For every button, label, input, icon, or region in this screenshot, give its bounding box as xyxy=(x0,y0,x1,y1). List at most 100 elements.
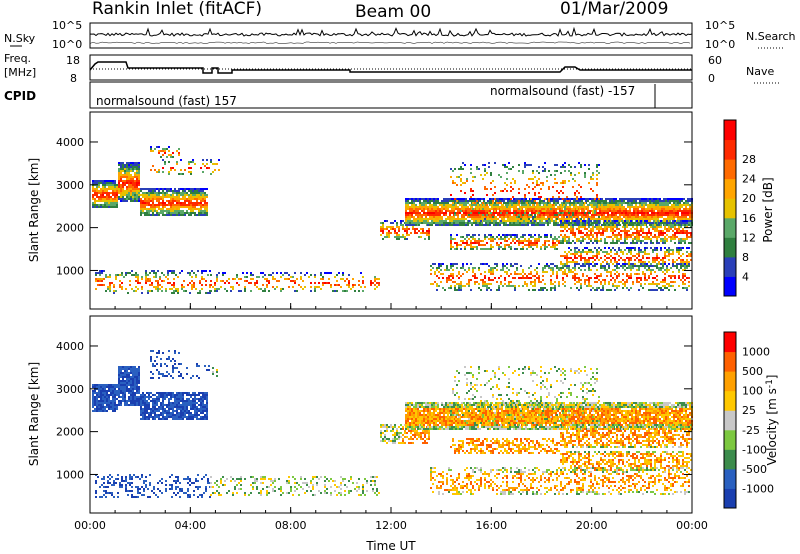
power-cell xyxy=(564,285,566,287)
power-cell xyxy=(587,216,589,218)
power-cell xyxy=(173,284,175,286)
power-cell xyxy=(446,277,448,279)
power-cell xyxy=(686,234,688,236)
power-cell xyxy=(654,234,656,236)
power-cell xyxy=(488,283,490,285)
power-cell xyxy=(584,220,586,222)
power-cell xyxy=(437,198,439,200)
power-cell xyxy=(583,216,585,218)
power-cell xyxy=(598,247,600,249)
power-cell xyxy=(686,251,688,253)
power-cell xyxy=(218,169,220,171)
power-cell xyxy=(616,222,618,224)
power-cell xyxy=(544,244,546,246)
power-cell xyxy=(188,161,190,163)
power-cell xyxy=(415,214,417,216)
power-cell xyxy=(457,222,459,224)
power-cell xyxy=(454,287,456,289)
power-cell xyxy=(116,190,118,192)
power-cell xyxy=(670,228,672,230)
power-cell xyxy=(641,216,643,218)
power-cell xyxy=(484,275,486,277)
power-cell xyxy=(610,271,612,273)
power-cell xyxy=(505,214,507,216)
power-cell xyxy=(663,198,665,200)
power-cell xyxy=(522,246,524,248)
power-cell xyxy=(119,286,121,288)
power-cell xyxy=(468,285,470,287)
power-cell xyxy=(405,214,407,216)
power-cell xyxy=(178,188,180,190)
power-cell xyxy=(610,228,612,230)
power-cell xyxy=(581,214,583,216)
power-cell xyxy=(604,242,606,244)
power-cell xyxy=(684,230,686,232)
power-cell xyxy=(620,281,622,283)
power-cell xyxy=(552,240,554,242)
power-cell xyxy=(463,204,465,206)
power-cell xyxy=(98,198,100,200)
power-cell xyxy=(608,265,610,267)
power-cell xyxy=(608,247,610,249)
power-cell xyxy=(511,224,513,226)
power-cell xyxy=(482,208,484,210)
power-cell xyxy=(122,200,124,202)
power-cell xyxy=(480,174,482,176)
power-cell xyxy=(634,263,636,265)
power-cell xyxy=(575,216,577,218)
power-cell xyxy=(112,184,114,186)
power-cell xyxy=(545,202,547,204)
power-cell xyxy=(646,232,648,234)
power-cell xyxy=(596,287,598,289)
power-cell xyxy=(132,178,134,180)
power-cell xyxy=(180,173,182,175)
power-cell xyxy=(153,272,155,274)
power-cell xyxy=(193,282,195,284)
power-cell xyxy=(663,204,665,206)
power-cell xyxy=(405,220,407,222)
power-cell xyxy=(481,212,483,214)
power-cell xyxy=(662,261,664,263)
power-cell xyxy=(662,234,664,236)
noise-search-trace xyxy=(89,41,691,44)
power-cell xyxy=(142,210,144,212)
power-cell xyxy=(101,270,103,272)
power-cell xyxy=(539,206,541,208)
power-cell xyxy=(447,204,449,206)
power-cell xyxy=(192,190,194,192)
power-cell xyxy=(614,230,616,232)
power-cell xyxy=(660,263,662,265)
power-cell xyxy=(680,226,682,228)
power-cell xyxy=(384,236,386,238)
power-cell xyxy=(478,283,480,285)
power-cell xyxy=(142,206,144,208)
power-cell xyxy=(130,194,132,196)
power-cell xyxy=(595,224,597,226)
power-cell xyxy=(382,222,384,224)
power-cell xyxy=(487,210,489,212)
power-cell xyxy=(635,216,637,218)
power-cell xyxy=(413,206,415,208)
power-cell xyxy=(486,172,488,174)
power-cell xyxy=(497,204,499,206)
power-cell xyxy=(466,271,468,273)
power-cell xyxy=(658,261,660,263)
power-cell xyxy=(689,200,691,202)
power-cell xyxy=(457,218,459,220)
power-cell xyxy=(152,188,154,190)
power-cell xyxy=(628,267,630,269)
power-cell xyxy=(186,212,188,214)
power-cell xyxy=(499,210,501,212)
power-cell xyxy=(441,216,443,218)
power-cell xyxy=(526,285,528,287)
power-cell xyxy=(374,278,376,280)
power-cell xyxy=(132,192,134,194)
power-cell xyxy=(576,287,578,289)
power-cell xyxy=(649,198,651,200)
power-cell xyxy=(108,200,110,202)
power-cell xyxy=(684,242,686,244)
power-cell xyxy=(178,152,180,154)
power-cell xyxy=(576,251,578,253)
power-cell xyxy=(651,200,653,202)
power-cell xyxy=(507,208,509,210)
